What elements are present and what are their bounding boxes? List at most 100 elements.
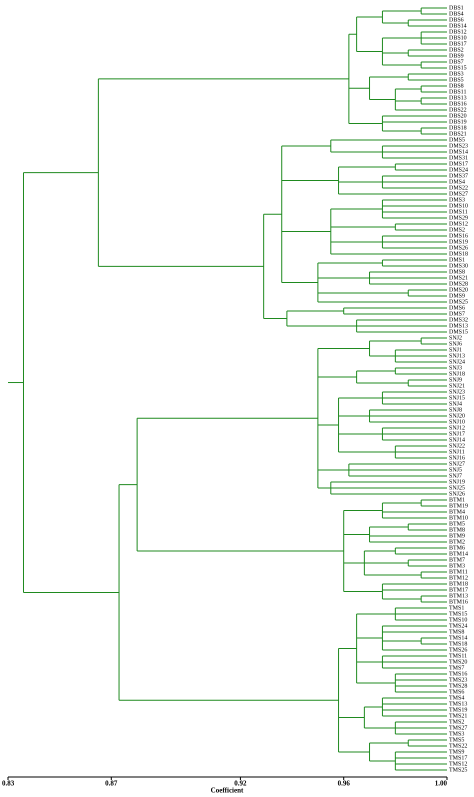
leaf-label: DBS4 — [449, 11, 464, 17]
leaf-label: DBS17 — [449, 41, 467, 47]
leaf-label: BTM1 — [449, 497, 465, 503]
leaf-label: DBS8 — [449, 83, 464, 89]
leaf-label: DMS21 — [449, 275, 468, 281]
leaf-label: DBS1 — [449, 5, 464, 11]
x-tick-label: 0.96 — [338, 780, 351, 788]
leaf-label: DMS11 — [449, 209, 468, 215]
leaf-label: TMS22 — [449, 743, 467, 749]
leaf-label: SNJ7 — [449, 473, 462, 479]
leaf-label: DBS15 — [449, 65, 467, 71]
leaf-label: BTM10 — [449, 515, 468, 521]
leaf-label: SNJ21 — [449, 383, 465, 389]
leaf-label: TMS28 — [449, 683, 467, 689]
leaf-label: TMS18 — [449, 641, 467, 647]
leaf-label: BTM5 — [449, 521, 465, 527]
leaf-label: TMS2 — [449, 719, 464, 725]
leaf-label: TMS9 — [449, 749, 464, 755]
leaf-label: TMS19 — [449, 707, 467, 713]
leaf-label: DBS16 — [449, 101, 467, 107]
x-tick-label: 0.83 — [2, 780, 15, 788]
leaf-label: TMS3 — [449, 731, 464, 737]
leaf-label: DBS10 — [449, 35, 467, 41]
leaf-label: DMS16 — [449, 233, 468, 239]
leaf-label: BTM2 — [449, 539, 465, 545]
leaf-label: SNJ13 — [449, 353, 465, 359]
leaf-label: DMS10 — [449, 203, 468, 209]
leaf-label: DMS12 — [449, 221, 468, 227]
leaf-label: DMS7 — [449, 311, 465, 317]
leaf-label: SNJ26 — [449, 491, 465, 497]
leaf-label: TMS10 — [449, 617, 467, 623]
leaf-label: SNJ11 — [449, 449, 465, 455]
leaf-label: SNJ22 — [449, 443, 465, 449]
leaf-label: TMS11 — [449, 653, 467, 659]
leaf-label: DMS28 — [449, 281, 468, 287]
leaf-label: BTM19 — [449, 503, 468, 509]
leaf-label: TMS16 — [449, 671, 467, 677]
leaf-label: TMS12 — [449, 761, 467, 767]
leaf-label: DMS14 — [449, 149, 468, 155]
leaf-label: DBS18 — [449, 125, 467, 131]
leaf-label: DMS24 — [449, 167, 468, 173]
leaf-label: SNJ25 — [449, 485, 465, 491]
leaf-label: DMS8 — [449, 269, 465, 275]
leaf-label: SNJ15 — [449, 395, 465, 401]
leaf-label: DMS6 — [449, 305, 465, 311]
leaf-label: TMS7 — [449, 665, 464, 671]
leaf-label: SNJ6 — [449, 341, 462, 347]
leaf-label: BTM6 — [449, 545, 465, 551]
leaf-label: BTM8 — [449, 527, 465, 533]
leaf-label: SNJ24 — [449, 359, 465, 365]
leaf-label: DMS27 — [449, 191, 468, 197]
leaf-label: DMS19 — [449, 239, 468, 245]
leaf-label: SNJ5 — [449, 467, 462, 473]
leaf-label: TMS6 — [449, 689, 464, 695]
leaf-label: SNJ4 — [449, 401, 462, 407]
leaf-label: SNJ27 — [449, 461, 465, 467]
leaf-label: TMS27 — [449, 725, 467, 731]
leaf-label: DMS18 — [449, 251, 468, 257]
leaf-label: SNJ12 — [449, 425, 465, 431]
leaf-label: BTM17 — [449, 587, 468, 593]
leaf-label: BTM16 — [449, 599, 468, 605]
leaf-label: SNJ9 — [449, 377, 462, 383]
leaf-label: TMS1 — [449, 605, 464, 611]
leaf-label: SNJ14 — [449, 437, 465, 443]
leaf-label: DBS7 — [449, 59, 464, 65]
leaf-label: DMS13 — [449, 323, 468, 329]
leaf-label: DMS17 — [449, 161, 468, 167]
leaf-label: DBS6 — [449, 17, 464, 23]
leaf-label: TMS20 — [449, 659, 467, 665]
leaf-label: TMS14 — [449, 635, 467, 641]
leaf-label: DBS14 — [449, 23, 467, 29]
x-axis-label: Coefficient — [211, 787, 244, 795]
leaf-label: SNJ3 — [449, 365, 462, 371]
leaf-label: DMS22 — [449, 185, 468, 191]
leaf-label: DMS9 — [449, 293, 465, 299]
leaf-label: BTM13 — [449, 593, 468, 599]
leaf-label: SNJ17 — [449, 431, 465, 437]
leaf-label: SNJ20 — [449, 413, 465, 419]
leaf-label: BTM14 — [449, 551, 468, 557]
leaf-label: DBS22 — [449, 107, 467, 113]
leaf-label: BTM12 — [449, 575, 468, 581]
leaf-label: TMS5 — [449, 737, 464, 743]
leaf-label: DMS5 — [449, 137, 465, 143]
leaf-label: DMS1 — [449, 257, 465, 263]
leaf-label: DBS12 — [449, 29, 467, 35]
leaf-label: DMS2 — [449, 227, 465, 233]
x-tick-label: 0.92 — [234, 780, 247, 788]
leaf-label: SNJ18 — [449, 371, 465, 377]
leaf-label: SNJ8 — [449, 407, 462, 413]
leaf-label: TMS17 — [449, 755, 467, 761]
leaf-label: DMS25 — [449, 299, 468, 305]
leaf-label: DMS31 — [449, 155, 468, 161]
leaf-label: BTM4 — [449, 509, 465, 515]
leaf-label: BTM7 — [449, 557, 465, 563]
leaf-label: DMS29 — [449, 215, 468, 221]
leaf-label: TMS23 — [449, 677, 467, 683]
leaf-label: TMS4 — [449, 695, 464, 701]
leaf-label: BTM9 — [449, 533, 465, 539]
leaf-label: DMS15 — [449, 329, 468, 335]
leaf-label: DMS37 — [449, 173, 468, 179]
